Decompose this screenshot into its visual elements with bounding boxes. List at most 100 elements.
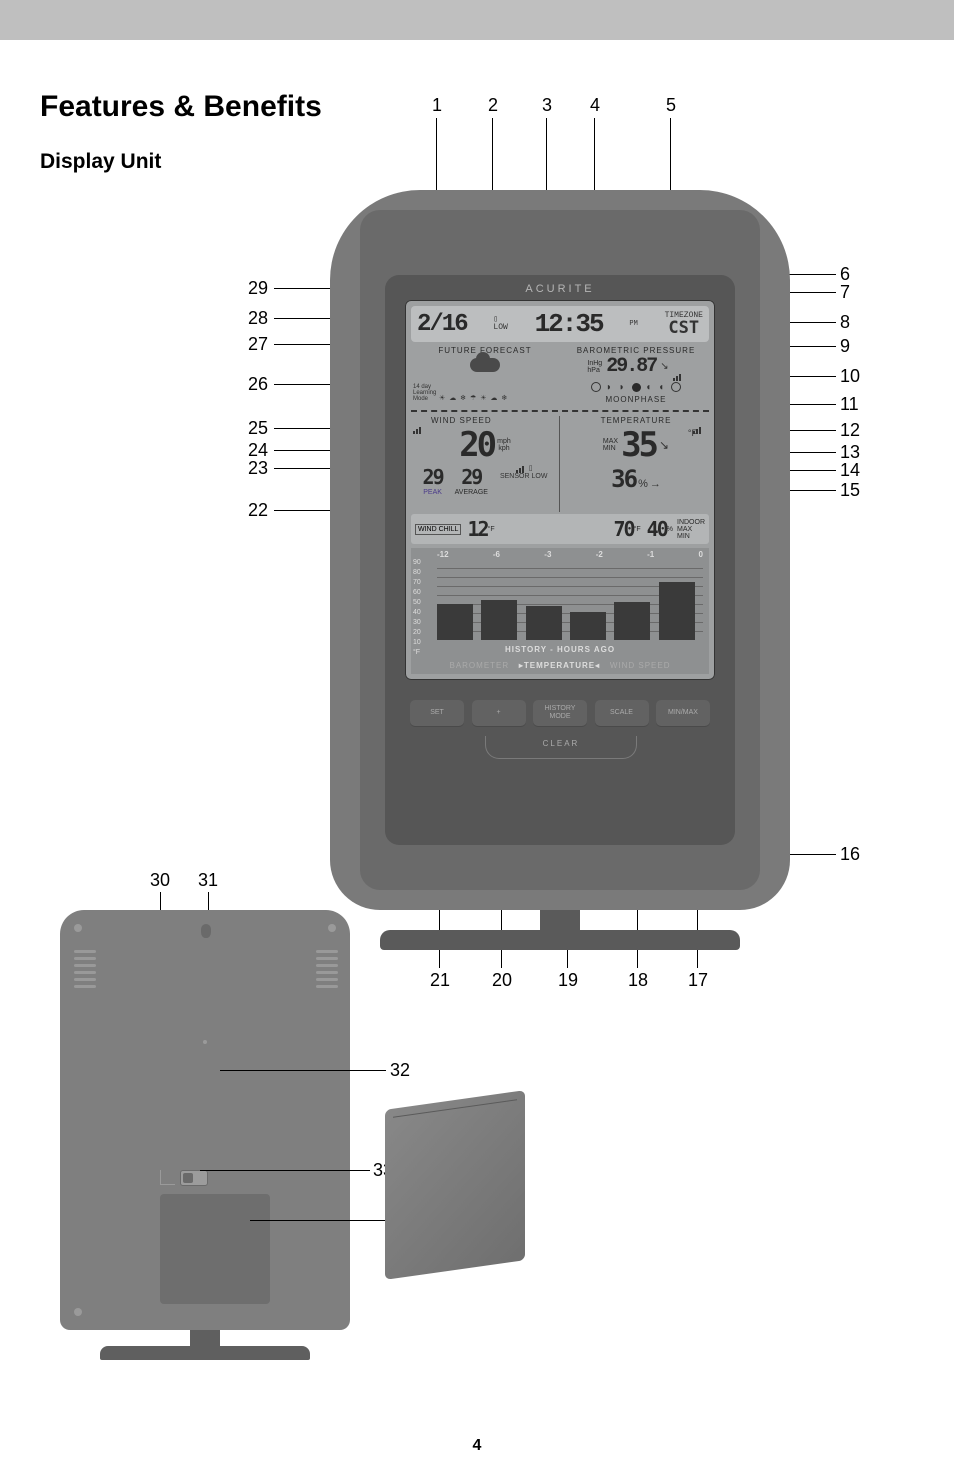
callout-14: 14 (840, 460, 860, 481)
vent-grille-right (316, 946, 338, 992)
signal-icon (413, 416, 425, 424)
callout-19: 19 (558, 970, 578, 991)
callout-32: 32 (390, 1060, 410, 1081)
signal-icon (693, 416, 705, 424)
peak-label: PEAK (423, 489, 443, 496)
callout-20: 20 (492, 970, 512, 991)
wind-section: WIND SPEED 20 mph kph 29 PEAK 29 AVERAGE (411, 416, 560, 512)
forecast-section: FUTURE FORECAST 14 day Learning Mode ☀ ☁… (411, 346, 559, 410)
callout-15: 15 (840, 480, 860, 501)
time-value: 12:35 (535, 309, 603, 339)
history-bar (570, 612, 606, 640)
callout-27: 27 (248, 334, 268, 355)
timezone-box: TIMEZONE CST (665, 312, 703, 337)
indoor-humidity-unit: % (667, 526, 673, 533)
display-unit-front: ACURITE 2/16 ▯LOW 12:35 PM TIMEZONE CST … (330, 140, 790, 970)
callout-17: 17 (688, 970, 708, 991)
indoor-humidity: 40 (647, 517, 667, 541)
history-bar (481, 600, 517, 640)
sensor-label: SENSOR (500, 473, 530, 480)
plus-button[interactable]: + (472, 700, 526, 726)
clear-button[interactable]: CLEAR (485, 736, 637, 759)
history-hours: -12 -6 -3 -2 -1 0 (437, 550, 703, 559)
history-bar (437, 604, 473, 640)
minmax-button[interactable]: MIN/MAX (656, 700, 710, 726)
callout-9: 9 (840, 336, 850, 357)
pressure-value: 29.87 (606, 355, 656, 378)
windchill-indoor-row: WIND CHILL 12 °F 70 °F 40 % INDOOR MAX M… (411, 514, 709, 544)
set-button[interactable]: SET (410, 700, 464, 726)
divider-dashed (411, 410, 709, 412)
display-unit-back (60, 910, 350, 1380)
temperature-label: TEMPERATURE (563, 416, 709, 425)
indoor-temp-unit: °F (634, 526, 641, 533)
mode-temperature: TEMPERATURE (524, 661, 595, 670)
title-display-unit: Display Unit (40, 150, 161, 174)
callout-30: 30 (150, 870, 170, 891)
callout-1: 1 (432, 95, 442, 116)
callout-2: 2 (488, 95, 498, 116)
moon-icons: ◗ ◗ ◖ ◖ (563, 382, 709, 393)
mount-hole (74, 924, 82, 932)
windspeed-value: 20 (459, 425, 494, 465)
datetime-row: 2/16 ▯LOW 12:35 PM TIMEZONE CST (411, 306, 709, 342)
callout-21: 21 (430, 970, 450, 991)
callout-28: 28 (248, 308, 268, 329)
callout-4: 4 (590, 95, 600, 116)
brand-logo: ACURITE (330, 283, 790, 295)
hang-slot (201, 924, 211, 938)
switch-icon (180, 1170, 208, 1186)
low-label: LOW (531, 473, 547, 480)
wind-avg: 29 (455, 465, 488, 489)
top-grey-bar (0, 0, 954, 40)
signal-icon (673, 363, 685, 371)
vent-grille-left (74, 946, 96, 992)
lcd-screen: 2/16 ▯LOW 12:35 PM TIMEZONE CST FUTURE F… (405, 300, 715, 680)
callout-26: 26 (248, 374, 268, 395)
callout-3: 3 (542, 95, 552, 116)
history-chart: -12 -6 -3 -2 -1 0 90 80 70 60 50 40 30 2… (411, 548, 709, 674)
indoor-label: INDOOR (677, 519, 705, 526)
callout-23: 23 (248, 458, 268, 479)
center-hole (203, 1040, 207, 1044)
callout-16: 16 (840, 844, 860, 865)
callout-7: 7 (840, 282, 850, 303)
learning-mode-label: 14 day Learning Mode (413, 384, 436, 402)
history-mode-button[interactable]: HISTORY MODE (533, 700, 587, 726)
humidity-unit: % (638, 478, 648, 490)
windchill-unit: °F (488, 526, 495, 533)
indoor-maxmin: MAX MIN (677, 526, 705, 540)
battery-cover (160, 1194, 270, 1304)
indoor-temp: 70 (614, 517, 634, 541)
date-value: 2/16 (417, 311, 467, 338)
scale-button[interactable]: SCALE (595, 700, 649, 726)
callout-29: 29 (248, 278, 268, 299)
callout-11: 11 (840, 394, 859, 415)
windspeed-units: mph kph (497, 438, 511, 452)
page-number: 4 (0, 1437, 954, 1455)
history-bar (526, 606, 562, 640)
temp-unit: °F (688, 428, 697, 438)
history-modes: BAROMETER ▸TEMPERATURE◂ WIND SPEED (411, 661, 709, 670)
title-features-benefits: Features & Benefits (40, 90, 322, 124)
humidity-value: 36 (611, 465, 636, 493)
history-bars (437, 560, 703, 640)
back-stand-base (100, 1346, 310, 1360)
timezone-value: CST (665, 320, 703, 337)
mount-hole (74, 1308, 82, 1316)
callout-18: 18 (628, 970, 648, 991)
temperature-section: TEMPERATURE °F MAX MIN 35 ↘ 36 % → (563, 416, 709, 512)
temp-value: 35 (621, 425, 656, 465)
ampm: PM (629, 321, 637, 328)
mount-hole (328, 924, 336, 932)
moonphase-section: ◗ ◗ ◖ ◖ MOONPHASE (563, 382, 709, 412)
pressure-section: BAROMETRIC PRESSURE InHg hPa 29.87 ↘ (563, 346, 709, 380)
callout-12: 12 (840, 420, 860, 441)
forecast-icon-row: ☀ ☁ ❄ ☂ ☀ ☁ ❄ (439, 394, 508, 402)
history-label: HISTORY - HOURS AGO (411, 645, 709, 654)
history-yaxis: 90 80 70 60 50 40 30 20 10 °F (413, 558, 421, 658)
callout-25: 25 (248, 418, 268, 439)
windchill-label: WIND CHILL (415, 524, 461, 535)
temp-maxmin: MAX MIN (603, 438, 618, 452)
moonphase-label: MOONPHASE (563, 395, 709, 404)
